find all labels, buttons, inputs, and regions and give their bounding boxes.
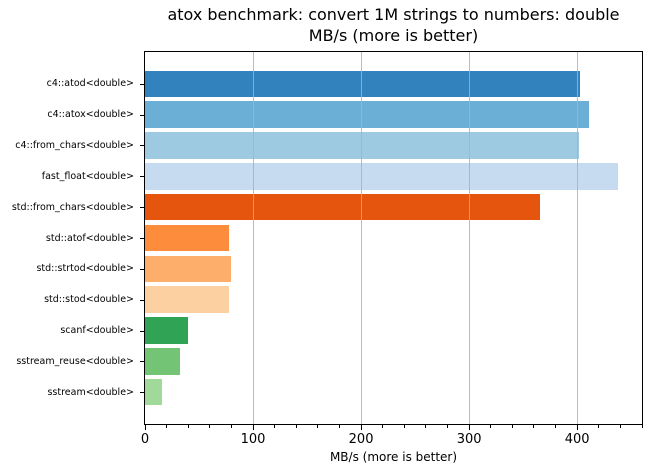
bar (145, 101, 590, 128)
y-tick (140, 330, 145, 332)
x-minor-tick (511, 425, 513, 428)
x-major-tick (252, 425, 254, 430)
y-tick-label: sstream<double> (47, 386, 134, 398)
x-tick-label: 300 (456, 432, 482, 447)
bar (145, 286, 230, 313)
y-tick (140, 145, 145, 147)
bar (145, 317, 189, 344)
gridline (252, 52, 254, 424)
y-tick (140, 392, 145, 394)
x-minor-tick (166, 425, 168, 428)
bar (145, 224, 230, 252)
y-tick (140, 361, 145, 363)
gridlines-layer (145, 52, 642, 424)
x-minor-tick (555, 425, 557, 428)
y-tick-label: std::from_chars<double> (11, 201, 134, 213)
x-major-tick (360, 425, 362, 430)
gridline (576, 52, 578, 424)
chart-title-line2: MB/s (more is better) (308, 25, 479, 45)
gridline (360, 52, 362, 424)
x-minor-tick (295, 425, 297, 428)
y-tick-label: sstream_reuse<double> (16, 355, 134, 367)
y-tick (140, 268, 145, 270)
y-tick (140, 176, 145, 178)
y-tick-label: std::stod<double> (44, 294, 134, 306)
x-tick-label: 200 (348, 432, 374, 447)
x-tick-label: 100 (240, 432, 266, 447)
bar (145, 255, 232, 283)
x-minor-tick (230, 425, 232, 428)
chart-title: atox benchmark: convert 1M strings to nu… (144, 5, 643, 46)
x-minor-tick (403, 425, 405, 428)
y-tick-label: std::atof<double> (45, 232, 134, 244)
y-tick (140, 207, 145, 209)
x-minor-tick (533, 425, 535, 428)
x-minor-tick (598, 425, 600, 428)
y-tick-label: std::strtod<double> (36, 263, 134, 275)
x-tick-label: 0 (140, 432, 150, 447)
y-tick-label: c4::from_chars<double> (15, 139, 134, 151)
y-tick-label: c4::atod<double> (46, 78, 134, 90)
bars-layer (145, 52, 642, 424)
y-tick-label: c4::atox<double> (47, 109, 134, 121)
y-tick (140, 114, 145, 116)
x-minor-tick (209, 425, 211, 428)
y-tick-label: scanf<double> (60, 325, 134, 337)
x-major-tick (144, 425, 146, 430)
bar (145, 378, 163, 406)
x-minor-tick (447, 425, 449, 428)
x-minor-tick (619, 425, 621, 428)
x-minor-tick (641, 425, 643, 428)
x-minor-tick (382, 425, 384, 428)
gridline (468, 52, 470, 424)
plot-area (144, 51, 643, 425)
x-minor-tick (338, 425, 340, 428)
bar (145, 132, 580, 159)
bar (145, 348, 180, 375)
bar (145, 70, 581, 98)
x-minor-tick (425, 425, 427, 428)
y-tick (140, 238, 145, 239)
x-major-tick (576, 425, 578, 430)
x-minor-tick (274, 425, 276, 428)
x-minor-tick (317, 425, 319, 428)
x-minor-tick (490, 425, 492, 428)
y-tick-label: fast_float<double> (41, 170, 134, 182)
x-tick-label: 400 (564, 432, 590, 447)
y-tick (140, 299, 145, 301)
chart-title-line1: atox benchmark: convert 1M strings to nu… (167, 5, 620, 24)
bar (145, 193, 541, 221)
y-tick (140, 83, 145, 85)
x-axis-title: MB/s (more is better) (329, 450, 458, 464)
x-major-tick (468, 425, 470, 430)
x-minor-tick (187, 425, 189, 428)
bar (145, 163, 619, 190)
